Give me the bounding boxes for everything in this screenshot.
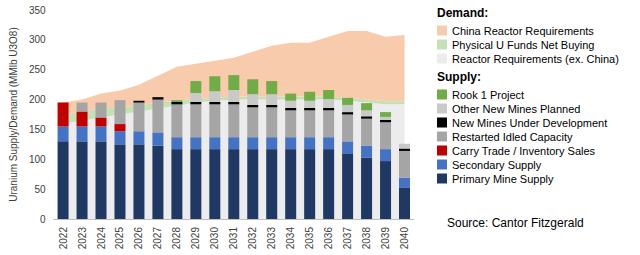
svg-text:350: 350 — [29, 5, 46, 16]
svg-text:2031: 2031 — [228, 227, 239, 250]
svg-text:Supply:: Supply: — [437, 70, 481, 84]
svg-text:2037: 2037 — [342, 227, 353, 250]
svg-text:Secondary Supply: Secondary Supply — [452, 159, 542, 171]
svg-text:2025: 2025 — [114, 227, 125, 250]
svg-text:50: 50 — [34, 184, 46, 195]
svg-text:Other New Mines Planned: Other New Mines Planned — [452, 103, 580, 115]
svg-text:Uranium Supply/Demand (MMlb U3: Uranium Supply/Demand (MMlb U3O8) — [8, 27, 19, 202]
svg-text:Carry Trade / Inventory Sales: Carry Trade / Inventory Sales — [452, 145, 596, 157]
svg-text:2029: 2029 — [190, 227, 201, 250]
svg-text:300: 300 — [29, 34, 46, 45]
svg-text:China Reactor Requirements: China Reactor Requirements — [452, 25, 594, 37]
svg-text:2036: 2036 — [323, 227, 334, 250]
svg-text:Primary Mine Supply: Primary Mine Supply — [452, 173, 554, 185]
svg-text:2024: 2024 — [96, 227, 107, 250]
svg-text:2022: 2022 — [58, 227, 69, 250]
svg-text:2035: 2035 — [304, 227, 315, 250]
svg-text:200: 200 — [29, 94, 46, 105]
svg-text:2023: 2023 — [77, 227, 88, 250]
svg-text:2026: 2026 — [133, 227, 144, 250]
svg-text:2039: 2039 — [380, 227, 391, 250]
svg-text:Restarted Idled Capacity: Restarted Idled Capacity — [452, 131, 573, 143]
svg-text:2027: 2027 — [152, 227, 163, 250]
svg-text:100: 100 — [29, 154, 46, 165]
svg-text:2028: 2028 — [171, 227, 182, 250]
svg-text:150: 150 — [29, 124, 46, 135]
svg-text:2032: 2032 — [247, 227, 258, 250]
svg-text:New Mines Under Development: New Mines Under Development — [452, 117, 607, 129]
svg-text:2040: 2040 — [399, 227, 410, 250]
svg-text:250: 250 — [29, 64, 46, 75]
svg-text:Reactor Requirements (ex. Chin: Reactor Requirements (ex. China) — [452, 53, 619, 65]
svg-text:2034: 2034 — [285, 227, 296, 250]
svg-text:Rook 1 Project: Rook 1 Project — [452, 89, 524, 101]
svg-text:0: 0 — [40, 214, 46, 225]
svg-text:2038: 2038 — [361, 227, 372, 250]
svg-text:Demand:: Demand: — [437, 6, 488, 20]
svg-text:Source: Cantor Fitzgerald: Source: Cantor Fitzgerald — [447, 216, 584, 230]
svg-text:Physical U Funds Net Buying: Physical U Funds Net Buying — [452, 39, 594, 51]
svg-text:2030: 2030 — [209, 227, 220, 250]
svg-text:2033: 2033 — [266, 227, 277, 250]
